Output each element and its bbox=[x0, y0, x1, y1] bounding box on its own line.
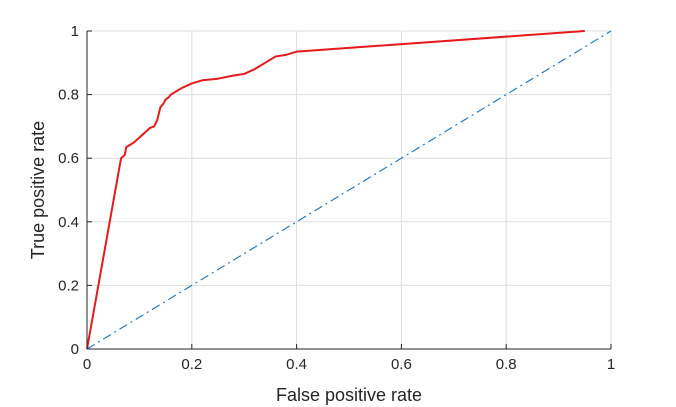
x-tick-label: 0.2 bbox=[181, 356, 202, 373]
chance-diagonal-line bbox=[86, 30, 612, 350]
roc-curve-line bbox=[86, 30, 585, 350]
y-tick-label: 0 bbox=[71, 341, 79, 358]
y-tick-label: 0.4 bbox=[58, 214, 79, 231]
y-axis-title: True positive rate bbox=[28, 121, 48, 259]
y-tick-label: 1 bbox=[71, 23, 79, 40]
y-tick-label: 0.2 bbox=[58, 277, 79, 294]
plot-series bbox=[86, 30, 612, 350]
axes: 0 0.2 0.4 0.6 0.8 1 0 0.2 0.4 0.6 0.8 1 bbox=[58, 23, 615, 373]
x-tick-label: 0.8 bbox=[496, 356, 517, 373]
y-tick-label: 0.8 bbox=[58, 87, 79, 104]
x-tick-label: 1 bbox=[607, 356, 615, 373]
x-tick-label: 0 bbox=[83, 356, 91, 373]
y-tick-label: 0.6 bbox=[58, 150, 79, 167]
x-tick-label: 0.4 bbox=[286, 356, 307, 373]
x-axis-title: False positive rate bbox=[276, 385, 422, 405]
x-tick-label: 0.6 bbox=[391, 356, 412, 373]
